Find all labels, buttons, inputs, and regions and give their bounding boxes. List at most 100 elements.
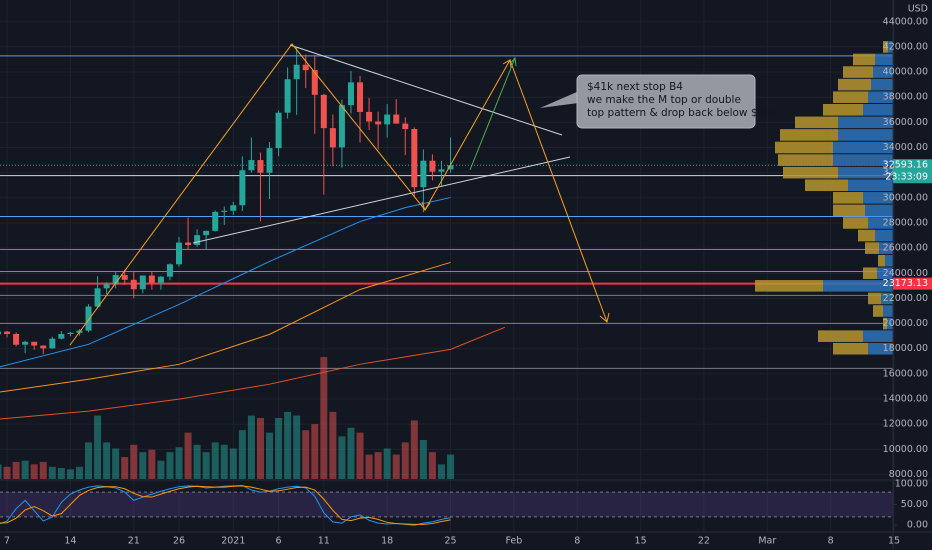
candle-body	[311, 70, 318, 95]
profile-down	[871, 78, 893, 91]
volume-bar	[75, 466, 83, 479]
candle-body	[230, 205, 237, 211]
callout-box	[576, 74, 756, 129]
profile-down	[883, 305, 893, 317]
profile-down	[888, 41, 893, 53]
candle-body	[284, 79, 291, 113]
volume-bar	[383, 448, 391, 479]
y-tick-label: 38000.00	[883, 92, 928, 103]
y-tick-label: 26000.00	[883, 243, 928, 254]
volume-bar	[39, 461, 47, 479]
volume-bar	[184, 432, 192, 479]
candle-body	[185, 242, 192, 245]
profile-up	[805, 179, 848, 192]
candle-body	[393, 114, 400, 124]
price-tag-label: 32593.16	[883, 160, 928, 171]
profile-down	[875, 53, 893, 66]
candle-body	[121, 275, 128, 280]
candle-body	[347, 82, 354, 106]
oscillator-band	[0, 492, 893, 517]
candle-body	[384, 114, 391, 125]
volume-bar	[48, 466, 56, 479]
volume-bar	[302, 430, 310, 479]
profile-down	[838, 166, 893, 179]
y-tick-label: 8000.00	[889, 469, 928, 480]
profile-up	[818, 330, 863, 342]
profile-up	[755, 280, 823, 292]
volume-bar	[12, 461, 20, 479]
callout-pointer	[540, 88, 586, 108]
arrow-head	[502, 59, 512, 69]
candle-body	[94, 288, 101, 307]
x-tick-label: 2021	[221, 536, 245, 547]
profile-up	[783, 166, 838, 179]
profile-up	[833, 204, 865, 217]
profile-up	[858, 229, 875, 242]
profile-up	[833, 192, 863, 204]
candle-body	[375, 121, 382, 125]
candle-body	[366, 111, 373, 122]
volume-bar	[229, 448, 237, 479]
candle-body	[248, 160, 255, 171]
profile-up	[883, 317, 887, 330]
annotation-text: top pattern & drop back below $20k	[587, 107, 778, 119]
volume-bar	[347, 427, 355, 479]
candle-body	[411, 129, 418, 188]
y-tick-label: 24000.00	[883, 268, 928, 279]
volume-bar	[57, 468, 65, 479]
candle-body	[447, 165, 454, 170]
y-tick-label: 0.00	[907, 520, 928, 531]
trend-line	[192, 156, 571, 244]
y-tick-label: 30000.00	[883, 192, 928, 203]
candle-body	[438, 169, 445, 172]
candle-body	[320, 94, 327, 129]
price-tag	[893, 159, 932, 184]
profile-up	[873, 305, 883, 317]
volume-bar	[419, 439, 427, 479]
candle-body	[429, 160, 436, 172]
y-tick-label: 22000.00	[883, 293, 928, 304]
volume-bar	[211, 442, 219, 479]
annotation-text: we make the M top or double	[587, 94, 741, 106]
volume-bar	[193, 444, 201, 479]
volume-bar	[365, 454, 373, 479]
y-tick-label: 12000.00	[883, 419, 928, 430]
y-tick-label: 44000.00	[883, 16, 928, 27]
countdown-label: 23:33:09	[885, 172, 928, 183]
volume-bar	[148, 449, 156, 479]
profile-down	[848, 179, 893, 192]
volume-bar	[3, 466, 11, 479]
profile-up	[868, 292, 881, 305]
y-tick-label: 42000.00	[883, 41, 928, 52]
profile-up	[838, 78, 871, 91]
volume-bar	[166, 452, 174, 479]
annotation-text: $41k next stop B4	[587, 81, 683, 93]
profile-up	[863, 267, 877, 280]
moving-average	[0, 197, 451, 368]
trend-line	[289, 44, 563, 136]
y-tick-label: 18000.00	[883, 343, 928, 354]
y-tick-label: 34000.00	[883, 142, 928, 153]
profile-up	[823, 103, 863, 116]
candle-body	[103, 284, 110, 289]
candle-body	[338, 105, 345, 148]
volume-bar	[329, 411, 337, 479]
volume-bar	[130, 444, 138, 479]
volume-bar	[320, 357, 328, 479]
price-tag	[893, 277, 932, 290]
volume-bar	[175, 447, 183, 479]
volume-bar	[311, 424, 319, 479]
profile-down	[887, 317, 893, 330]
candle-body	[139, 275, 146, 290]
volume-bar	[112, 448, 120, 479]
profile-up	[795, 116, 838, 129]
profile-down	[873, 66, 893, 78]
projection-line	[469, 57, 516, 171]
axes: 7 14 21 26 2021 6 11 18 25 Feb 8 15 22 Mar 8 158000.001…	[4, 16, 932, 547]
profile-down	[879, 242, 893, 254]
x-tick-label: 6	[276, 536, 282, 547]
candle-body	[112, 275, 119, 285]
moving-average	[0, 326, 506, 420]
candle-body	[40, 345, 47, 349]
